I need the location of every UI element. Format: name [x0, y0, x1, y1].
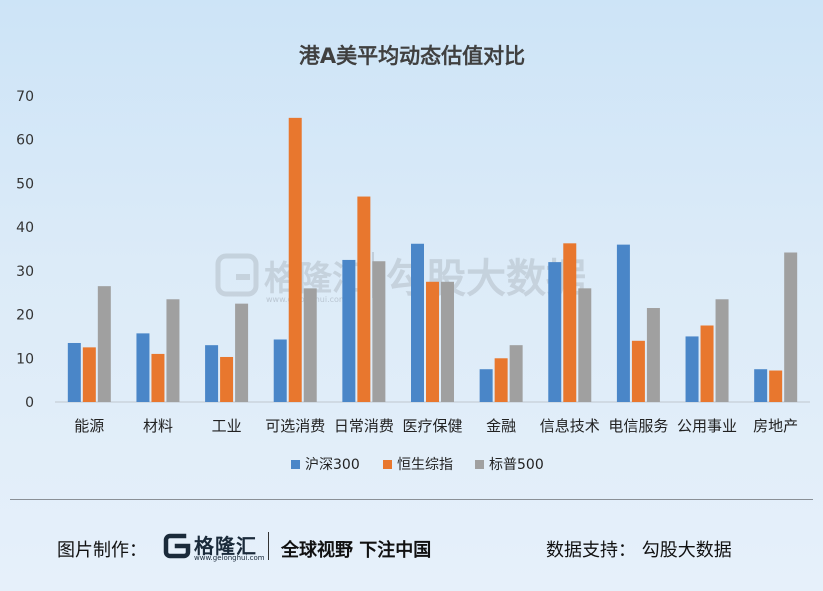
footer: 图片制作： 格隆汇 www.gelonghui.com 全球视野 下注中国 数据… — [0, 524, 823, 568]
bar-1-1 — [67, 342, 81, 402]
x-tick-label: 可选消费 — [265, 417, 325, 435]
bar-3-8 — [578, 288, 592, 402]
footer-separator — [268, 532, 269, 560]
bar-2-6 — [426, 281, 439, 402]
bar-1-9 — [616, 244, 630, 402]
bar-2-5 — [357, 196, 371, 402]
bars — [67, 117, 798, 402]
bar-1-10 — [685, 336, 699, 402]
bar-2-1 — [82, 347, 96, 402]
y-tick-label: 40 — [16, 220, 34, 236]
bar-2-4 — [288, 117, 302, 402]
bar-3-6 — [441, 281, 454, 402]
legend-label: 沪深300 — [305, 457, 360, 473]
bar-1-11 — [754, 369, 768, 402]
bar-3-5 — [372, 261, 386, 402]
y-tick-label: 30 — [16, 264, 34, 280]
y-tick-label: 0 — [25, 395, 34, 411]
legend: 沪深300 恒生综指 标普500 — [291, 457, 544, 473]
bar-3-4 — [303, 288, 317, 402]
footer-data-source: 数据支持： 勾股大数据 — [546, 540, 732, 561]
bar-2-11 — [769, 370, 783, 402]
bar-3-7 — [509, 345, 523, 402]
bar-2-8 — [563, 243, 577, 402]
bar-1-8 — [548, 262, 562, 402]
bar-1-3 — [205, 345, 219, 402]
y-tick-label: 10 — [16, 351, 34, 367]
watermark-logo-icon — [215, 253, 259, 297]
y-tick-label: 20 — [16, 308, 34, 324]
x-tick-label: 金融 — [486, 417, 516, 435]
bar-3-9 — [646, 308, 660, 402]
footer-divider-line — [10, 499, 813, 500]
x-tick-label: 信息技术 — [540, 417, 600, 435]
x-tick-label: 能源 — [74, 417, 104, 435]
x-tick-label: 电信服务 — [608, 417, 668, 435]
bar-1-4 — [273, 339, 287, 402]
logo-url: www.gelonghui.com — [194, 554, 265, 562]
bar-3-3 — [235, 303, 249, 402]
chart: 港A美平均动态估值对比 格隆汇 www.gelonghui.com 勾股大数据 … — [16, 44, 810, 473]
logo-brand: 格隆汇 — [194, 534, 257, 558]
x-tick-label: 房地产 — [753, 417, 798, 435]
watermark: 格隆汇 www.gelonghui.com 勾股大数据 — [215, 252, 586, 304]
bar-3-1 — [97, 286, 111, 402]
legend-swatch — [383, 460, 392, 469]
footer-logo: 格隆汇 www.gelonghui.com — [160, 524, 265, 568]
footer-slogan: 全球视野 下注中国 — [281, 540, 432, 561]
bar-1-6 — [411, 243, 424, 402]
bar-2-7 — [494, 358, 508, 402]
legend-label: 标普500 — [489, 457, 544, 473]
bar-1-2 — [136, 333, 150, 402]
bar-3-2 — [166, 299, 180, 402]
chart-title: 港A美平均动态估值对比 — [299, 44, 525, 68]
y-tick-label: 60 — [16, 133, 34, 149]
legend-label: 恒生综指 — [397, 457, 453, 473]
y-tick-label: 50 — [16, 176, 34, 192]
footer-credit-label: 图片制作： — [57, 540, 147, 561]
bar-2-10 — [700, 325, 714, 402]
legend-swatch — [475, 460, 484, 469]
x-tick-label: 日常消费 — [334, 417, 394, 435]
x-tick-label: 公用事业 — [677, 417, 737, 435]
x-axis: 能源 材料 工业 可选消费 日常消费 医疗保健 金融 信息技术 电信服务 公用事业 房地产 — [74, 417, 798, 435]
y-tick-label: 70 — [16, 89, 34, 105]
logo-g-icon — [163, 533, 191, 559]
bar-2-2 — [151, 353, 165, 402]
bar-3-11 — [784, 252, 798, 402]
legend-swatch — [291, 460, 300, 469]
x-tick-label: 工业 — [212, 417, 242, 435]
x-tick-label: 材料 — [143, 417, 173, 435]
bar-3-10 — [715, 299, 729, 402]
bar-2-3 — [220, 356, 234, 402]
x-tick-label: 医疗保健 — [402, 417, 462, 435]
y-axis: 0 10 20 30 40 50 60 70 — [16, 89, 810, 411]
bar-1-5 — [342, 259, 356, 402]
bar-1-7 — [479, 369, 493, 402]
bar-2-9 — [631, 340, 645, 402]
